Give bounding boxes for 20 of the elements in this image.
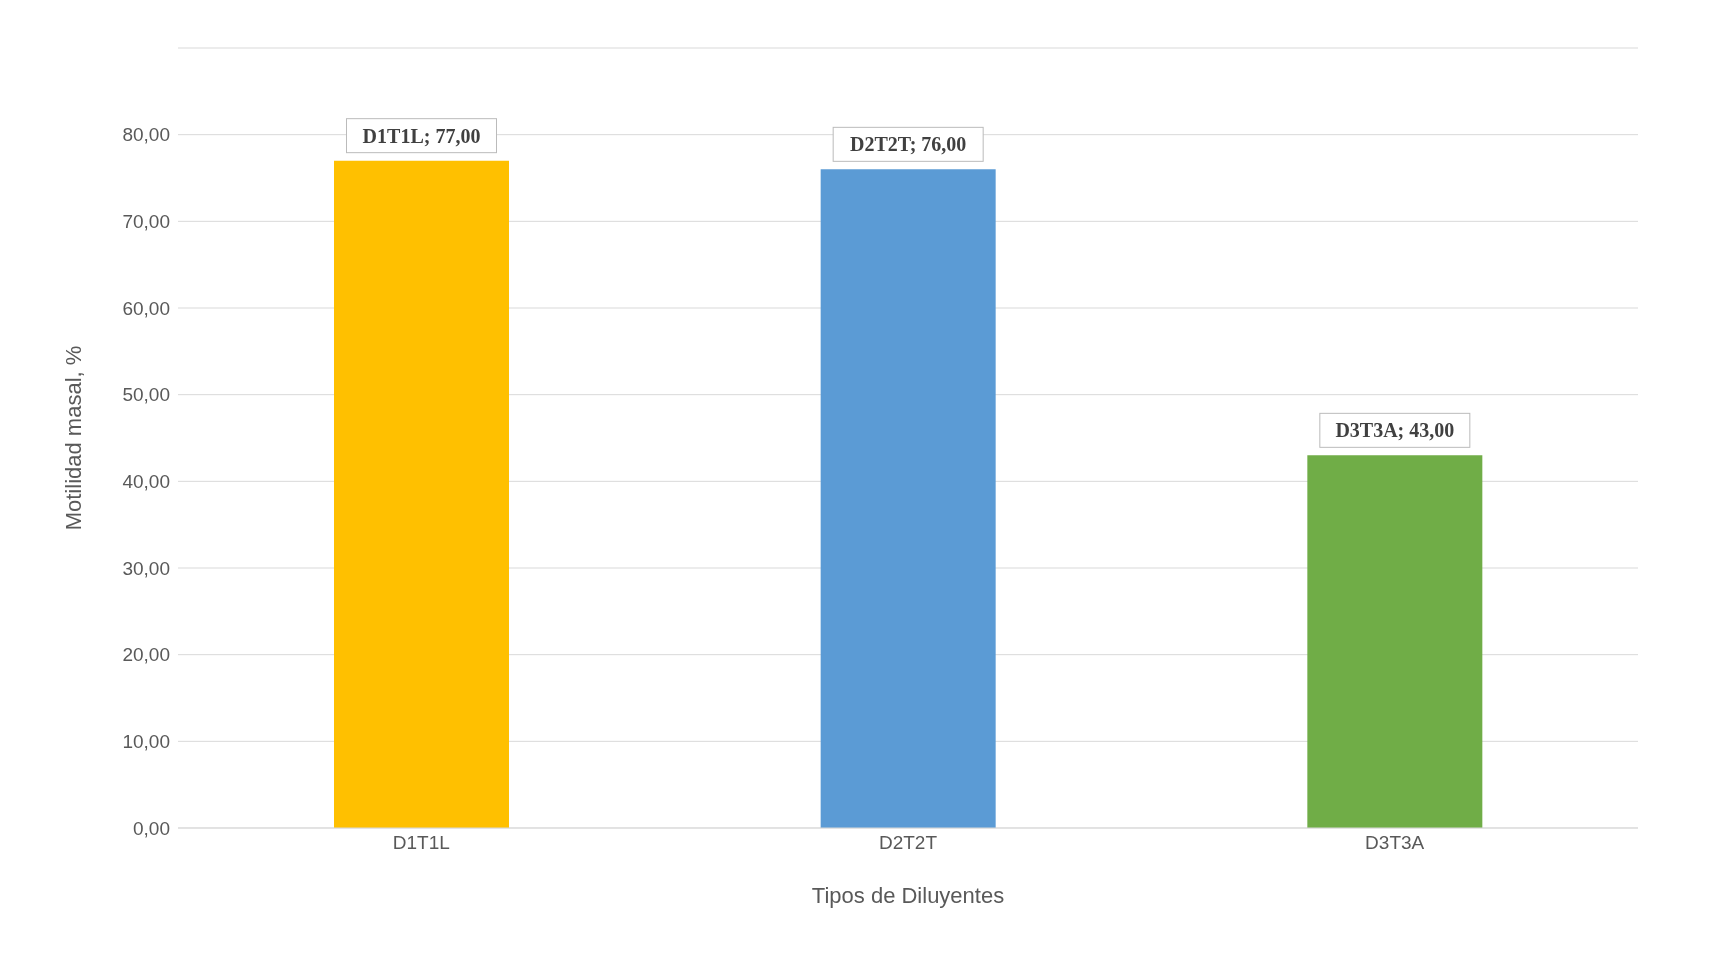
y-tick-label: 60,00 bbox=[122, 297, 170, 319]
y-tick-label: 0,00 bbox=[133, 817, 170, 839]
y-tick-label: 10,00 bbox=[122, 731, 170, 753]
y-axis-title: Motilidad masal, % bbox=[60, 345, 86, 531]
y-tick-label: 40,00 bbox=[122, 471, 170, 493]
data-label: D3T3A; 43,00 bbox=[1335, 419, 1455, 442]
data-label: D1T1L; 77,00 bbox=[362, 124, 481, 147]
bar bbox=[334, 160, 509, 828]
x-axis-title: Tipos de Diluyentes bbox=[811, 883, 1005, 908]
y-tick-label: 20,00 bbox=[122, 644, 170, 666]
bar bbox=[1307, 455, 1483, 828]
y-tick-label: 50,00 bbox=[122, 384, 170, 406]
x-tick-label: D1T1L bbox=[392, 832, 450, 854]
y-tick-label: 70,00 bbox=[122, 211, 170, 233]
bar bbox=[820, 169, 996, 828]
y-tick-label: 30,00 bbox=[122, 557, 170, 579]
x-tick-label: D3T3A bbox=[1365, 832, 1425, 854]
y-tick-label: 80,00 bbox=[122, 124, 170, 146]
x-tick-label: D2T2T bbox=[878, 832, 938, 854]
data-label: D2T2T; 76,00 bbox=[850, 133, 967, 156]
